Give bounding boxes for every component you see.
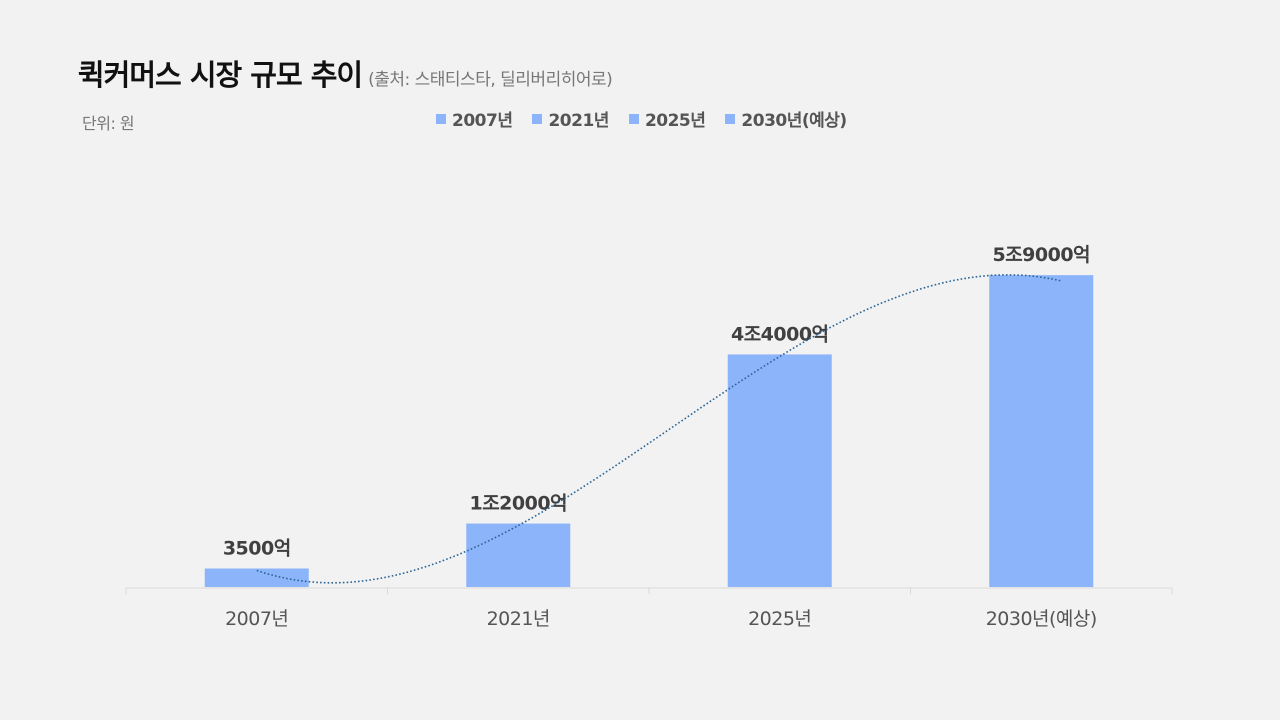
x-tick-label: 2025년 xyxy=(748,608,811,630)
chart-legend: 2007년 2021년 2025년 2030년(예상) xyxy=(436,106,847,131)
bar xyxy=(466,523,571,587)
x-tick-label: 2007년 xyxy=(225,608,288,630)
chart-header: 퀵커머스 시장 규모 추이 (출처: 스태티스타, 딜리버리히어로) xyxy=(78,52,613,94)
legend-item: 2021년 xyxy=(532,106,609,131)
x-tick-label: 2021년 xyxy=(487,608,550,630)
legend-swatch xyxy=(532,113,543,124)
chart-source: (출처: 스태티스타, 딜리버리히어로) xyxy=(368,70,613,90)
data-label: 4조4000억 xyxy=(731,323,829,345)
legend-swatch xyxy=(628,113,639,124)
legend-item: 2007년 xyxy=(436,106,513,131)
legend-label: 2025년 xyxy=(644,111,706,131)
legend-item: 2025년 xyxy=(628,106,706,131)
legend-label: 2030년(예상) xyxy=(741,111,847,131)
bar xyxy=(727,354,832,587)
chart-title: 퀵커머스 시장 규모 추이 xyxy=(78,58,363,92)
legend-label: 2007년 xyxy=(452,111,513,131)
legend-label: 2021년 xyxy=(548,111,609,131)
legend-item: 2030년(예상) xyxy=(725,106,847,131)
legend-swatch xyxy=(725,113,736,124)
bar xyxy=(204,568,309,587)
data-label: 3500억 xyxy=(223,538,291,560)
trendline xyxy=(256,274,1063,584)
unit-label: 단위: 원 xyxy=(82,114,135,133)
data-label: 5조9000억 xyxy=(992,244,1090,266)
data-label: 1조2000억 xyxy=(469,493,567,515)
bar xyxy=(989,275,1094,587)
legend-swatch xyxy=(436,113,446,124)
x-tick-label: 2030년(예상) xyxy=(986,608,1097,630)
